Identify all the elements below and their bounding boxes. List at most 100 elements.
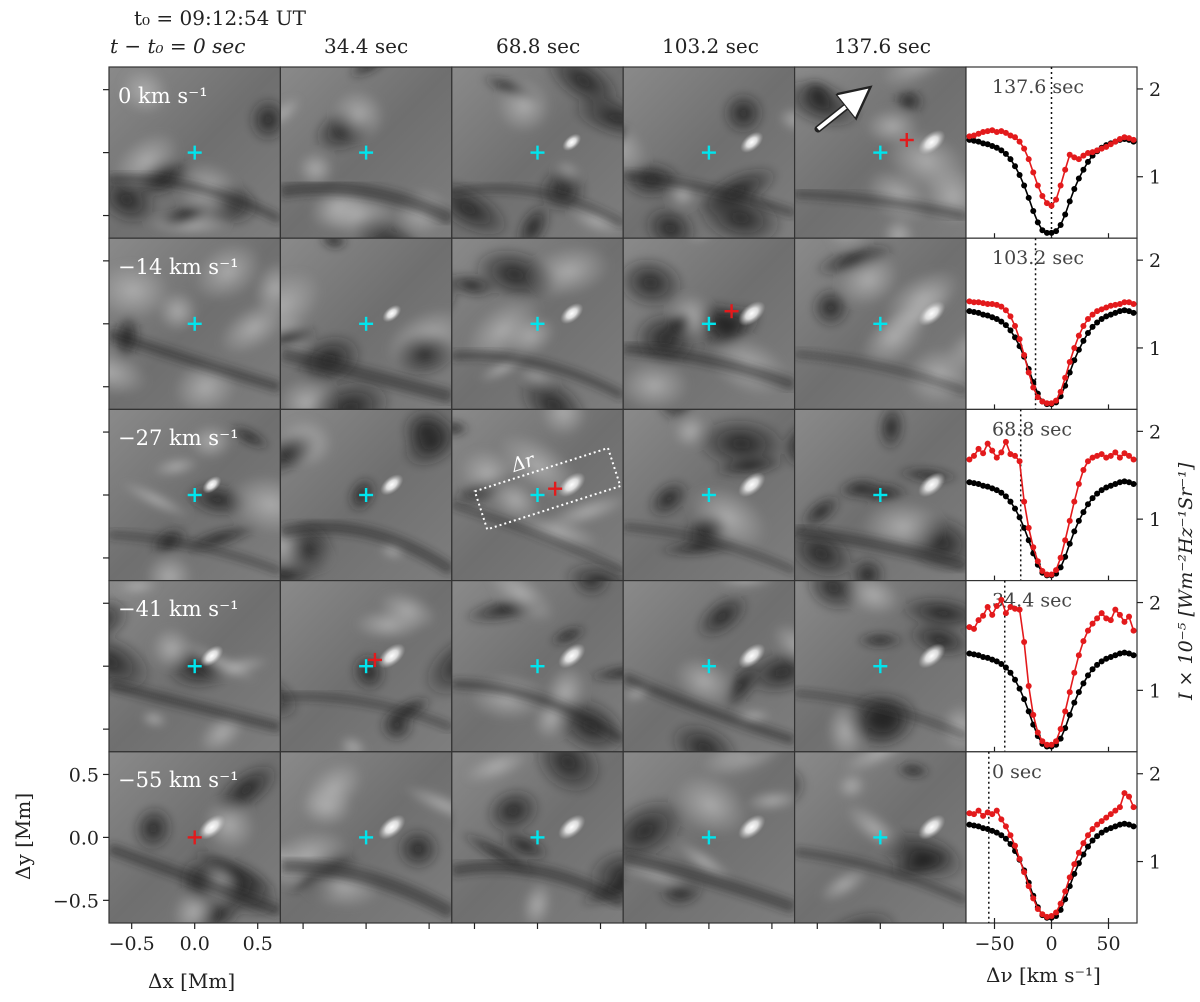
observed-profile-point (1007, 156, 1014, 163)
event-profile-point (1121, 299, 1128, 306)
observed-profile-point (998, 832, 1005, 839)
reference-marker (701, 488, 716, 502)
dark-lane (109, 531, 281, 575)
event-profile-point (998, 303, 1005, 310)
event-profile-point (1062, 537, 1069, 544)
event-profile-point (1025, 524, 1032, 531)
observed-profile-point (1021, 182, 1028, 189)
observed-profile-point (1098, 829, 1105, 836)
event-profile-point (1071, 861, 1078, 868)
reference-marker (873, 145, 888, 160)
bright-feature (918, 814, 946, 840)
observed-profile-point (1075, 689, 1082, 696)
observed-profile-point (1107, 825, 1114, 832)
event-profile-point (1112, 807, 1119, 814)
profile-y-tick-label: 1 (1149, 852, 1161, 874)
velocity-label-3: −41 km s⁻¹ (118, 597, 239, 621)
event-profile-point (1034, 558, 1041, 565)
observed-profile-point (1071, 357, 1078, 364)
reference-marker (701, 659, 716, 674)
x-axis-label: Δx [Mm] (148, 969, 235, 993)
event-profile-point (1080, 322, 1087, 329)
event-profile-point (1012, 842, 1019, 849)
dark-lane (623, 523, 795, 574)
observed-profile-point (1007, 840, 1014, 847)
reference-marker (701, 316, 716, 331)
profile-y-tick-label: 2 (1149, 593, 1161, 615)
observed-profile-point (1080, 851, 1087, 858)
profile-panel: 1 2 137.6 sec (965, 66, 1161, 239)
event-profile-point (975, 617, 982, 624)
event-profile-point (1098, 451, 1105, 458)
event-profile-point (970, 452, 977, 459)
dark-lane (794, 189, 966, 220)
profile-y-label: I × 10⁻⁵ [Wm⁻²Hz⁻¹Sr⁻¹] (1175, 462, 1197, 701)
profile-x-tick-label: 0 (1045, 933, 1057, 955)
event-profile-point (1084, 315, 1091, 322)
observed-profile-point (1030, 207, 1037, 214)
event-profile-point (1121, 450, 1128, 457)
observed-profile-point (1012, 505, 1019, 512)
column-label-0: t − t₀ = 0 sec (110, 34, 246, 58)
image-panel (622, 66, 796, 239)
reference-marker (701, 145, 716, 160)
event-marker (548, 481, 563, 496)
observed-profile-point (970, 308, 977, 315)
observed-profile-point (1075, 860, 1082, 867)
event-profile-point (1016, 855, 1023, 862)
observed-profile-point (1071, 699, 1078, 706)
observed-profile-point (1002, 150, 1009, 157)
event-profile-point (1021, 145, 1028, 152)
bright-feature (560, 303, 584, 325)
observed-profile-point (993, 144, 1000, 151)
observed-profile-point (975, 309, 982, 316)
observed-profile-point (1066, 198, 1073, 205)
event-marker (724, 304, 739, 319)
observed-profile-point (966, 479, 973, 486)
event-profile-point (1048, 202, 1055, 209)
event-profile-point (1103, 615, 1110, 622)
bright-feature (200, 645, 224, 667)
observed-profile-point (1130, 309, 1137, 316)
dark-lane (451, 679, 624, 745)
observed-profile-point (1025, 194, 1032, 201)
event-profile-point (1043, 571, 1050, 578)
event-profile-point (1012, 322, 1019, 329)
event-profile-point (1030, 169, 1037, 176)
image-panel (108, 237, 281, 410)
event-profile-point (1002, 610, 1009, 617)
observed-profile-point (1116, 821, 1123, 828)
image-panel (108, 66, 281, 239)
event-profile-point (1075, 156, 1082, 163)
observed-profile-point (1094, 319, 1101, 326)
event-profile-point (1030, 711, 1037, 718)
event-marker (367, 652, 382, 667)
event-profile-point (1048, 741, 1055, 748)
event-profile-point (1071, 669, 1078, 676)
observed-profile-point (989, 827, 996, 834)
y-axis-label: Δy [Mm] (11, 793, 35, 880)
event-profile-point (1053, 909, 1060, 916)
event-profile-point (1089, 454, 1096, 461)
event-profile-point (1043, 913, 1050, 920)
event-profile-point (1002, 129, 1009, 136)
event-profile-point (1112, 449, 1119, 456)
event-profile-point (1126, 299, 1133, 306)
observed-profile-point (1084, 158, 1091, 165)
observed-profile-point (1062, 725, 1069, 732)
event-profile-point (970, 132, 977, 139)
event-profile-point (1062, 166, 1069, 173)
event-profile-point (1025, 156, 1032, 163)
observed-profile-point (993, 829, 1000, 836)
profile-panel: 1 2 0 sec (965, 751, 1161, 924)
reference-marker (530, 316, 545, 331)
event-profile-point (1103, 454, 1110, 461)
observed-profile-point (1057, 906, 1064, 913)
image-panel (451, 751, 624, 924)
observed-profile-point (966, 308, 973, 315)
observed-profile-point (1021, 524, 1028, 531)
reference-marker (873, 830, 888, 845)
observed-profile-point (1057, 564, 1064, 571)
event-profile-point (1039, 193, 1046, 200)
event-profile-point (1021, 639, 1028, 646)
